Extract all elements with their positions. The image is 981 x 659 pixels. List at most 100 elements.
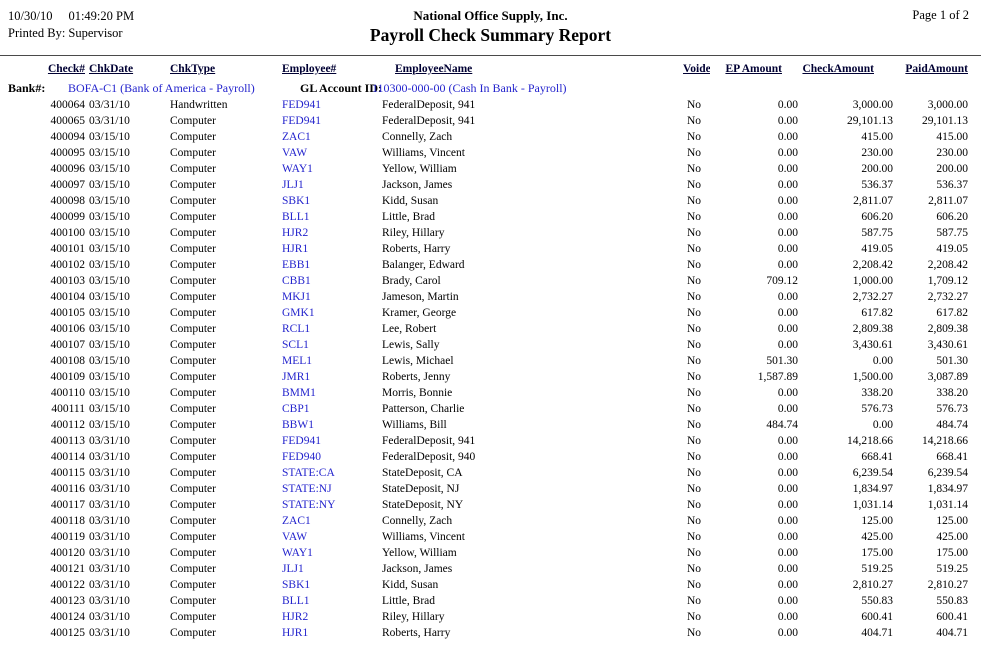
employee-number-link[interactable]: MEL1 <box>282 355 313 367</box>
check-amount-cell: 419.05 <box>861 243 893 255</box>
employee-number-link[interactable]: JMR1 <box>282 371 311 383</box>
employee-number-link[interactable]: VAW <box>282 147 308 159</box>
employee-name-cell: Williams, Vincent <box>382 147 465 159</box>
check-amount-cell: 519.25 <box>861 563 893 575</box>
table-row: 400106 03/15/10 Computer RCL1 Lee, Rober… <box>0 323 970 339</box>
chk-date-cell: 03/15/10 <box>89 147 130 159</box>
employee-number-link[interactable]: HJR1 <box>282 627 309 639</box>
chk-date-cell: 03/31/10 <box>89 611 130 623</box>
employee-number-link[interactable]: FED941 <box>282 115 321 127</box>
chk-type-cell: Computer <box>170 227 216 239</box>
employee-name-cell: Roberts, Harry <box>382 243 451 255</box>
paid-amount-cell: 200.00 <box>936 163 968 175</box>
employee-name-cell: Yellow, William <box>382 547 457 559</box>
employee-name-cell: Little, Brad <box>382 211 436 223</box>
employee-number-cell: HJR1 <box>265 627 365 643</box>
check-number-cell: 400105 <box>50 307 86 319</box>
employee-number-link[interactable]: HJR1 <box>282 243 309 255</box>
employee-number-link[interactable]: SCL1 <box>282 339 309 351</box>
employee-number-link[interactable]: BMM1 <box>282 387 316 399</box>
employee-number-link[interactable]: BLL1 <box>282 211 310 223</box>
employee-number-link[interactable]: RCL1 <box>282 323 311 335</box>
employee-number-link[interactable]: FED941 <box>282 435 321 447</box>
employee-name-cell: Balanger, Edward <box>382 259 465 271</box>
voided-cell: No <box>687 515 702 527</box>
voided-cell: No <box>687 387 702 399</box>
voided-cell: No <box>687 291 702 303</box>
paid-amount-cell: 1,709.12 <box>927 275 968 287</box>
ep-amount-cell: 484.74 <box>766 419 798 431</box>
employee-number-link[interactable]: STATE:CA <box>282 467 335 479</box>
check-amount-cell: 1,834.97 <box>852 483 893 495</box>
employee-number-link[interactable]: HJR2 <box>282 227 309 239</box>
paid-amount-cell: 175.00 <box>936 547 968 559</box>
chk-type-cell: Computer <box>170 355 216 367</box>
employee-number-link[interactable]: EBB1 <box>282 259 311 271</box>
employee-number-link[interactable]: SBK1 <box>282 579 311 591</box>
employee-number-link[interactable]: BLL1 <box>282 595 310 607</box>
bank-code-link[interactable]: BOFA-C1 (Bank of America - Payroll) <box>68 81 255 95</box>
voided-cell: No <box>687 275 702 287</box>
check-amount-cell: 1,500.00 <box>852 371 893 383</box>
employee-name-cell: Yellow, William <box>382 163 457 175</box>
employee-number-link[interactable]: CBB1 <box>282 275 311 287</box>
check-amount-cell: 230.00 <box>861 147 893 159</box>
employee-number-cell: HJR2 <box>265 227 365 243</box>
check-amount-cell: 29,101.13 <box>847 115 893 127</box>
paid-amount-cell: 501.30 <box>936 355 968 367</box>
employee-number-link[interactable]: JLJ1 <box>282 179 304 191</box>
table-row: 400096 03/15/10 Computer WAY1 Yellow, Wi… <box>0 163 970 179</box>
chk-type-cell: Computer <box>170 115 216 127</box>
chk-type-cell: Computer <box>170 563 216 575</box>
col-header-chk-date: ChkDate <box>89 63 134 75</box>
employee-number-link[interactable]: GMK1 <box>282 307 315 319</box>
employee-number-cell: STATE:NY <box>265 499 365 515</box>
col-header-chk-type: ChkType <box>170 63 216 75</box>
employee-name-cell: Riley, Hillary <box>382 611 445 623</box>
paid-amount-cell: 2,208.42 <box>927 259 968 271</box>
check-amount-cell: 550.83 <box>861 595 893 607</box>
check-number-cell: 400125 <box>50 627 86 639</box>
ep-amount-cell: 0.00 <box>777 259 798 271</box>
employee-number-link[interactable]: FED941 <box>282 99 321 111</box>
chk-type-cell: Computer <box>170 307 216 319</box>
employee-name-cell: FederalDeposit, 941 <box>382 435 476 447</box>
chk-date-cell: 03/15/10 <box>89 323 130 335</box>
employee-number-link[interactable]: BBW1 <box>282 419 314 431</box>
employee-number-link[interactable]: WAY1 <box>282 547 313 559</box>
paid-amount-cell: 617.82 <box>936 307 968 319</box>
check-number-cell: 400122 <box>50 579 86 591</box>
check-number-cell: 400108 <box>50 355 86 367</box>
paid-amount-cell: 3,430.61 <box>927 339 968 351</box>
employee-number-link[interactable]: CBP1 <box>282 403 310 415</box>
employee-number-cell: JMR1 <box>265 371 365 387</box>
voided-cell: No <box>687 403 702 415</box>
employee-number-link[interactable]: WAY1 <box>282 163 313 175</box>
employee-number-link[interactable]: MKJ1 <box>282 291 311 303</box>
table-row: 400104 03/15/10 Computer MKJ1 Jameson, M… <box>0 291 970 307</box>
employee-number-link[interactable]: JLJ1 <box>282 563 304 575</box>
employee-number-link[interactable]: ZAC1 <box>282 131 311 143</box>
check-number-cell: 400120 <box>50 547 86 559</box>
employee-number-link[interactable]: ZAC1 <box>282 515 311 527</box>
printed-by-label: Printed By: <box>8 26 66 40</box>
chk-date-cell: 03/31/10 <box>89 115 130 127</box>
employee-number-cell: JLJ1 <box>265 563 365 579</box>
col-header-ep-amount: EP Amount <box>725 63 782 75</box>
gl-account-link[interactable]: 110300-000-00 (Cash In Bank - Payroll) <box>372 81 567 95</box>
employee-number-link[interactable]: HJR2 <box>282 611 309 623</box>
voided-cell: No <box>687 163 702 175</box>
chk-date-cell: 03/15/10 <box>89 243 130 255</box>
employee-number-link[interactable]: STATE:NY <box>282 499 336 511</box>
employee-number-cell: BMM1 <box>265 387 365 403</box>
employee-number-link[interactable]: VAW <box>282 531 308 543</box>
employee-name-cell: Jameson, Martin <box>382 291 459 303</box>
employee-number-cell: VAW <box>265 147 365 163</box>
employee-number-link[interactable]: FED940 <box>282 451 321 463</box>
chk-type-cell: Computer <box>170 419 216 431</box>
employee-number-link[interactable]: STATE:NJ <box>282 483 332 495</box>
voided-cell: No <box>687 323 702 335</box>
employee-number-link[interactable]: SBK1 <box>282 195 311 207</box>
col-header-check-amount: CheckAmount <box>802 63 874 75</box>
